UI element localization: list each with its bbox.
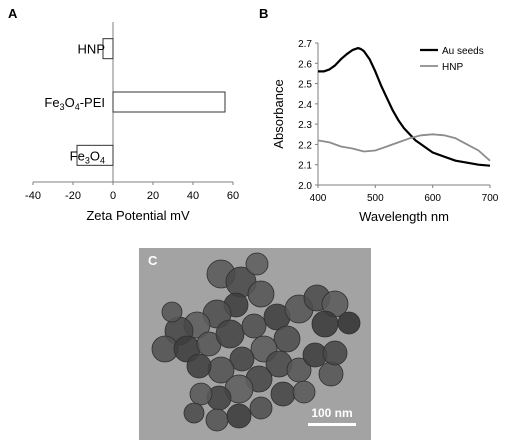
panel-a-letter: A: [8, 6, 18, 21]
x-axis-label: Wavelength nm: [359, 209, 449, 224]
y-tick-label-6: 2.6: [298, 59, 312, 70]
x-tick-label-4: 40: [187, 190, 199, 202]
category-label-2: Fe3O4: [70, 148, 105, 165]
y-tick-label-1: 2.1: [298, 161, 312, 172]
x-tick-label-2: 0: [110, 190, 116, 202]
nanoparticle: [311, 310, 339, 338]
x-tick-label-1: 500: [367, 193, 384, 204]
series-line-1: [317, 133, 491, 162]
nanoparticle: [245, 252, 269, 276]
nanoparticle: [183, 402, 205, 424]
nanoparticle: [318, 361, 344, 387]
y-tick-label-5: 2.5: [298, 80, 312, 91]
absorbance-chart: 2.0 2.1 2.2 2.3 2.4 2.5 2.6 2.7 400 500 600 700 Wave…: [271, 39, 499, 224]
x-tick-label-3: 20: [147, 190, 159, 202]
x-tick-label-5: 60: [227, 190, 239, 202]
nanoparticle: [186, 353, 212, 379]
nanoparticle: [205, 408, 229, 432]
x-tick-label-1: -20: [65, 190, 81, 202]
scale-bar: [308, 423, 356, 426]
nanoparticle: [189, 382, 213, 406]
bar-1: [112, 91, 226, 113]
nanoparticle: [249, 396, 273, 420]
nanoparticle: [270, 381, 296, 407]
x-axis-label: Zeta Potential mV: [86, 208, 190, 223]
legend-label-1: HNP: [442, 62, 463, 73]
category-label-1: Fe3O4-PEI: [44, 95, 105, 112]
zeta-potential-chart: HNP Fe3O4-PEI Fe3O4 -40 -20 0 20 40 60 Zeta Poten…: [25, 22, 239, 223]
y-tick-label-7: 2.7: [298, 39, 312, 50]
panel-c-letter: C: [148, 253, 158, 268]
series-line-0: [318, 47, 491, 167]
nanoparticle: [247, 280, 275, 308]
tem-micrograph: C 100 nm: [139, 248, 371, 440]
y-axis-label: Absorbance: [271, 79, 286, 148]
tem-particles: [151, 252, 361, 432]
nanoparticle: [226, 403, 252, 429]
category-label-0: HNP: [78, 42, 105, 57]
bar-2: [76, 144, 114, 166]
y-tick-label-3: 2.3: [298, 120, 312, 131]
nanoparticle: [322, 340, 348, 366]
x-tick-label-0: -40: [25, 190, 41, 202]
nanoparticle: [337, 311, 361, 335]
bar-0: [102, 38, 114, 60]
y-tick-label-0: 2.0: [298, 181, 312, 192]
nanoparticle: [241, 313, 267, 339]
x-tick-label-2: 600: [424, 193, 441, 204]
nanoparticle: [215, 319, 245, 349]
nanoparticle: [229, 346, 255, 372]
x-tick-label-3: 700: [482, 193, 499, 204]
nanoparticle: [273, 325, 301, 353]
x-tick-label-0: 400: [310, 193, 327, 204]
legend-label-0: Au seeds: [442, 46, 484, 57]
y-tick-label-2: 2.2: [298, 140, 312, 151]
nanoparticle: [292, 380, 316, 404]
scale-bar-label: 100 nm: [311, 406, 353, 420]
panel-b-letter: B: [259, 6, 268, 21]
nanoparticle: [161, 301, 183, 323]
y-tick-label-4: 2.4: [298, 100, 312, 111]
